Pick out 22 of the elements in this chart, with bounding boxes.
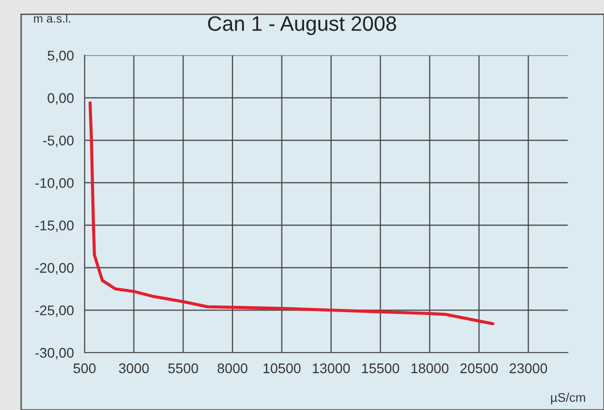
x-tick-label: 18000 xyxy=(411,363,448,374)
x-axis-title: µS/cm xyxy=(551,392,586,404)
line-series xyxy=(88,101,494,326)
x-tick-label: 8000 xyxy=(218,363,248,374)
x-tick-label: 5500 xyxy=(168,363,198,374)
x-tick-label: 23000 xyxy=(510,363,548,374)
y-tick-label: -20,00 xyxy=(35,263,74,274)
chart-title: Can 1 - August 2008 xyxy=(208,16,396,36)
x-tick-label: 15500 xyxy=(362,363,400,374)
x-tick-label: 10500 xyxy=(264,363,301,374)
y-axis-title: m a.s.l. xyxy=(34,14,70,23)
y-tick-label: -30,00 xyxy=(35,348,74,360)
x-tick-label: 3000 xyxy=(118,363,149,374)
y-tick-label: -5,00 xyxy=(43,136,74,148)
y-tick-label: 0,00 xyxy=(48,93,74,105)
y-tick-label: -10,00 xyxy=(35,178,74,190)
y-tick-label: 5,00 xyxy=(48,50,74,62)
y-tick-label: -25,00 xyxy=(35,305,74,317)
x-tick-label: 500 xyxy=(74,363,96,374)
y-tick-label: -15,00 xyxy=(35,220,74,232)
x-tick-label: 13000 xyxy=(312,363,350,374)
x-tick-label: 20500 xyxy=(460,363,498,374)
